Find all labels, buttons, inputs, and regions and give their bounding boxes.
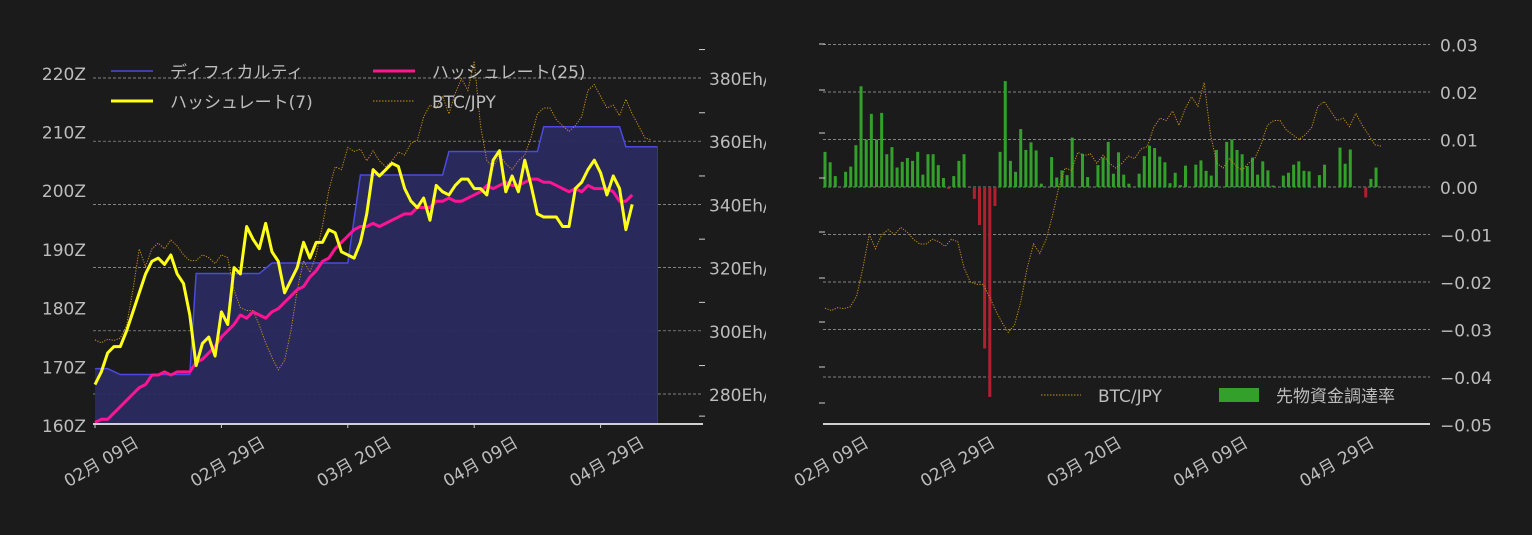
svg-text:360Eh/s: 360Eh/s xyxy=(709,133,766,153)
hashrate7-series xyxy=(93,149,634,386)
svg-text:02月 09日: 02月 09日 xyxy=(791,433,873,492)
legend-funding-label: 先物資金調達率 xyxy=(1276,387,1395,407)
legend-btcjpy-label: BTC/JPY xyxy=(1098,387,1163,407)
svg-text:03月 20日: 03月 20日 xyxy=(1044,433,1126,492)
svg-text:04月 09日: 04月 09日 xyxy=(1170,433,1252,492)
svg-text:−0.04: −0.04 xyxy=(1440,369,1492,389)
svg-text:220Z: 220Z xyxy=(42,65,86,85)
svg-text:320Eh/s: 320Eh/s xyxy=(709,260,766,280)
svg-text:340Eh/s: 340Eh/s xyxy=(709,196,766,216)
svg-text:0.00: 0.00 xyxy=(1440,179,1478,199)
funding-rate-chart: 0.03 0.02 0.01 0.00 −0.01 −0.02 −0.03 −0.04 −0.0… xyxy=(791,37,1492,492)
btcjpy-series xyxy=(824,82,1382,334)
svg-text:−0.01: −0.01 xyxy=(1440,227,1492,247)
svg-text:210Z: 210Z xyxy=(42,124,86,144)
svg-text:0.01: 0.01 xyxy=(1440,132,1478,152)
btcjpy-series xyxy=(94,60,652,371)
svg-text:−0.02: −0.02 xyxy=(1440,274,1492,294)
svg-text:04月 29日: 04月 29日 xyxy=(1297,433,1379,492)
svg-text:02月 29日: 02月 29日 xyxy=(187,433,269,492)
funding-rate-bars xyxy=(823,81,1378,397)
axes: 0.03 0.02 0.01 0.00 −0.01 −0.02 −0.03 −0.04 −0.0… xyxy=(791,37,1492,492)
svg-text:04月 09日: 04月 09日 xyxy=(440,433,522,492)
svg-text:170Z: 170Z xyxy=(42,358,86,378)
svg-text:04月 29日: 04月 29日 xyxy=(567,433,649,492)
svg-text:−0.03: −0.03 xyxy=(1440,322,1492,342)
legend-btcjpy-label: BTC/JPY xyxy=(432,93,497,113)
hashrate-difficulty-chart: 160Z 170Z 180Z 190Z 200Z 210Z 220Z 280Eh/s 300Eh… xyxy=(42,49,766,492)
svg-text:280Eh/s: 280Eh/s xyxy=(709,386,766,406)
legend-hashrate7-label: ハッシュレート(7) xyxy=(170,93,313,113)
legend-hashrate25-label: ハッシュレート(25) xyxy=(432,63,586,83)
svg-text:−0.05: −0.05 xyxy=(1440,417,1492,437)
svg-text:0.02: 0.02 xyxy=(1440,84,1478,104)
legend-funding-swatch xyxy=(1219,388,1259,402)
svg-text:300Eh/s: 300Eh/s xyxy=(709,323,766,343)
legend: BTC/JPY 先物資金調達率 xyxy=(1041,387,1395,407)
svg-text:03月 20日: 03月 20日 xyxy=(314,433,396,492)
svg-text:190Z: 190Z xyxy=(42,241,86,261)
legend-difficulty-label: ディフィカルティ xyxy=(170,62,303,83)
svg-text:02月 29日: 02月 29日 xyxy=(917,433,999,492)
svg-text:160Z: 160Z xyxy=(42,417,86,437)
svg-text:180Z: 180Z xyxy=(42,300,86,320)
grid-lines xyxy=(823,44,1430,378)
svg-text:200Z: 200Z xyxy=(42,182,86,202)
svg-text:380Eh/s: 380Eh/s xyxy=(709,70,766,90)
svg-text:02月 09日: 02月 09日 xyxy=(61,433,143,492)
legend: ディフィカルティ ハッシュレート(25) ハッシュレート(7) BTC/JPY xyxy=(111,62,586,113)
svg-text:0.03: 0.03 xyxy=(1440,37,1478,57)
